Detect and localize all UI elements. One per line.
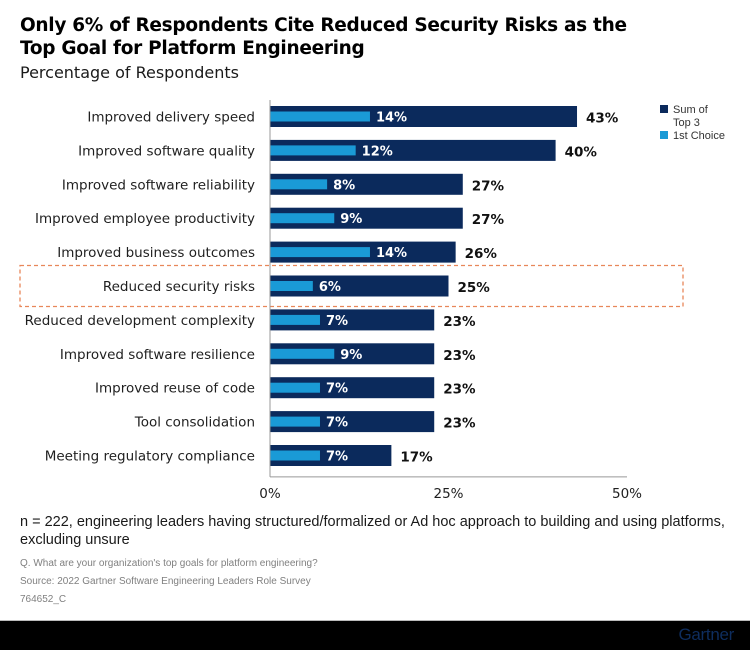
- bar-first-choice: [270, 416, 320, 427]
- data-label-first-choice: 7%: [326, 314, 348, 329]
- footer-bar: Gartner: [0, 620, 750, 650]
- data-label-first-choice: 6%: [319, 280, 341, 295]
- bar-first-choice: [270, 281, 313, 291]
- bar-first-choice: [270, 450, 320, 461]
- data-label-sum-top3: 17%: [400, 450, 433, 466]
- bar-first-choice: [270, 348, 335, 359]
- data-label-sum-top3: 27%: [472, 178, 505, 194]
- x-tick-label: 0%: [259, 486, 281, 502]
- bar-sum-top3: [270, 207, 463, 229]
- bar-sum-top3: [270, 139, 556, 161]
- category-label: Tool consolidation: [134, 415, 255, 431]
- bar-first-choice: [270, 382, 320, 393]
- category-label: Improved reuse of code: [95, 381, 255, 397]
- data-label-first-choice: 8%: [333, 178, 355, 193]
- data-label-sum-top3: 40%: [565, 144, 598, 160]
- data-label-sum-top3: 23%: [443, 314, 476, 330]
- data-label-sum-top3: 43%: [586, 111, 619, 127]
- bar-first-choice: [270, 247, 370, 258]
- highlight-box: [19, 264, 684, 308]
- bar-sum-top3: [270, 173, 463, 195]
- bar-sum-top3: [270, 377, 435, 399]
- data-label-first-choice: 9%: [340, 348, 362, 363]
- category-label: Reduced security risks: [103, 279, 255, 295]
- category-label: Improved business outcomes: [57, 245, 255, 261]
- chart-title: Only 6% of Respondents Cite Reduced Secu…: [20, 15, 627, 59]
- legend-swatch: [660, 105, 668, 113]
- category-label: Improved software reliability: [62, 177, 255, 193]
- category-label: Improved software resilience: [60, 347, 255, 363]
- category-label: Reduced development complexity: [25, 313, 255, 329]
- bar-first-choice: [270, 213, 335, 224]
- data-label-sum-top3: 25%: [458, 280, 491, 296]
- survey-question: Q. What are your organization's top goal…: [20, 558, 318, 569]
- bar-sum-top3: [270, 106, 578, 127]
- x-tick-label: 25%: [433, 486, 463, 502]
- gartner-logo: Gartner: [678, 625, 734, 644]
- legend-label: Top 3: [673, 117, 700, 129]
- data-label-first-choice: 14%: [376, 246, 407, 261]
- bar-chart: Improved delivery speed 14% 43% Improved so…: [19, 100, 725, 502]
- bar-sum-top3: [270, 445, 392, 466]
- data-label-sum-top3: 23%: [443, 416, 476, 432]
- legend-label: Sum of: [673, 104, 709, 116]
- data-label-sum-top3: 23%: [443, 382, 476, 398]
- legend-swatch: [660, 131, 668, 139]
- data-label-first-choice: 14%: [376, 111, 407, 126]
- bar-first-choice: [270, 179, 328, 190]
- bar-sum-top3: [270, 343, 435, 365]
- source-note: Source: 2022 Gartner Software Engineerin…: [20, 576, 311, 587]
- data-label-first-choice: 9%: [340, 212, 362, 227]
- category-label: Improved employee productivity: [35, 211, 255, 227]
- figure-code: 764652_C: [20, 594, 67, 605]
- data-label-first-choice: 7%: [326, 450, 348, 465]
- bar-first-choice: [270, 111, 370, 122]
- x-tick-label: 50%: [612, 486, 642, 502]
- legend-label: 1st Choice: [673, 130, 725, 142]
- data-label-sum-top3: 26%: [465, 246, 498, 262]
- bar-sum-top3: [270, 275, 449, 297]
- bar-sum-top3: [270, 411, 435, 433]
- data-label-sum-top3: 23%: [443, 348, 476, 364]
- data-label-first-choice: 7%: [326, 382, 348, 397]
- category-label: Improved software quality: [78, 143, 255, 159]
- chart-subtitle: Percentage of Respondents: [20, 63, 240, 82]
- data-label-first-choice: 7%: [326, 416, 348, 431]
- bar-sum-top3: [270, 309, 435, 331]
- category-label: Meeting regulatory compliance: [45, 449, 255, 465]
- bar-first-choice: [270, 314, 320, 325]
- data-label-sum-top3: 27%: [472, 212, 505, 228]
- bar-first-choice: [270, 145, 356, 156]
- category-label: Improved delivery speed: [87, 110, 255, 126]
- data-label-first-choice: 12%: [362, 144, 393, 159]
- sample-note: n = 222, engineering leaders having stru…: [20, 514, 725, 548]
